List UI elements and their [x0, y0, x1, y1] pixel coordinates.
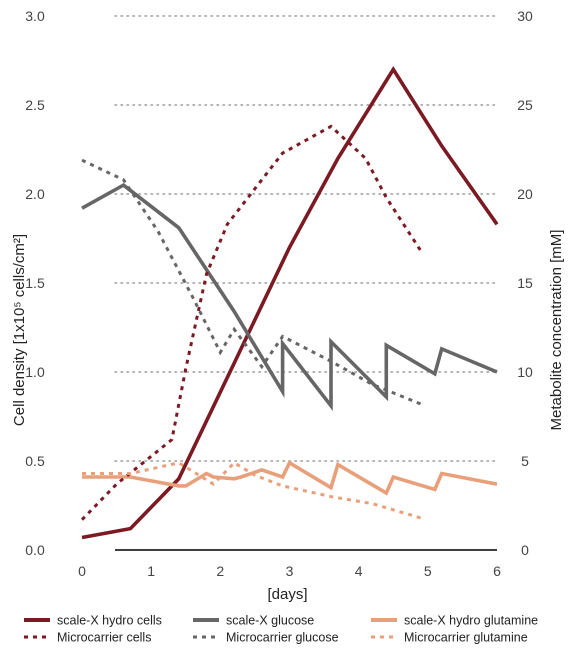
legend-label: scale-X hydro glutamine — [404, 614, 538, 628]
series-line-4 — [81, 158, 422, 406]
y-left-tick-label: 0.5 — [25, 453, 45, 469]
x-tick-label: 0 — [78, 563, 86, 579]
y-right-tick-label: 20 — [517, 186, 533, 202]
y-right-tick-label: 0 — [521, 542, 529, 558]
x-tick-label: 2 — [216, 563, 224, 579]
y-left-tick-label: 0.0 — [25, 542, 45, 558]
x-tick-label: 6 — [493, 563, 501, 579]
x-tick-label: 4 — [355, 563, 363, 579]
y-axis-left-title: Cell density [1x10⁵ cells/cm²] — [11, 234, 28, 426]
y-axis-right-title: Metabolite concentration [mM] — [548, 230, 565, 431]
series-line-3 — [80, 124, 423, 521]
series-line-2 — [82, 460, 498, 496]
legend-label: Microcarrier cells — [57, 631, 151, 645]
legend-label: scale-X hydro cells — [57, 614, 162, 628]
y-right-tick-label: 5 — [521, 453, 529, 469]
legend-label: scale-X glucose — [226, 614, 314, 628]
y-right-tick-label: 15 — [517, 275, 533, 291]
y-left-tick-label: 2.5 — [25, 97, 45, 113]
series-line-5 — [82, 460, 422, 520]
axes: 0.0 0.5 1.0 1.5 2.0 2.5 3.0 0 5 10 15 20 25 30 0 1 2 3 4 5 6 — [25, 8, 533, 579]
y-left-tick-label: 3.0 — [25, 8, 45, 24]
y-right-tick-label: 10 — [517, 364, 533, 380]
y-right-tick-label: 25 — [517, 97, 533, 113]
legend-label: Microcarrier glutamine — [404, 631, 528, 645]
x-tick-label: 3 — [286, 563, 294, 579]
y-left-tick-label: 1.0 — [25, 364, 45, 380]
series-line-0 — [81, 66, 499, 540]
y-right-tick-label: 30 — [517, 8, 533, 24]
y-left-tick-label: 1.5 — [25, 275, 45, 291]
x-axis-title: [days] — [267, 586, 307, 603]
y-left-tick-label: 2.0 — [25, 186, 45, 202]
legend: scale-X hydro cells scale-X glucose scale-… — [24, 614, 538, 645]
grid-lines — [114, 15, 498, 462]
series-line-1 — [81, 182, 498, 412]
series-lines — [80, 66, 499, 540]
x-tick-label: 1 — [147, 563, 155, 579]
legend-label: Microcarrier glucose — [226, 631, 339, 645]
x-tick-label: 5 — [424, 563, 432, 579]
